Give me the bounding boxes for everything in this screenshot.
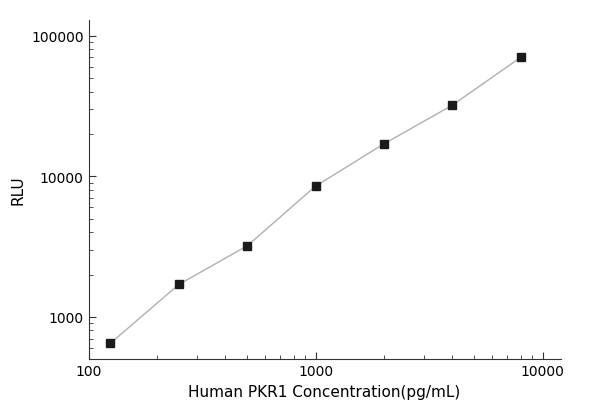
Y-axis label: RLU: RLU bbox=[11, 175, 25, 205]
X-axis label: Human PKR1 Concentration(pg/mL): Human PKR1 Concentration(pg/mL) bbox=[188, 384, 461, 399]
